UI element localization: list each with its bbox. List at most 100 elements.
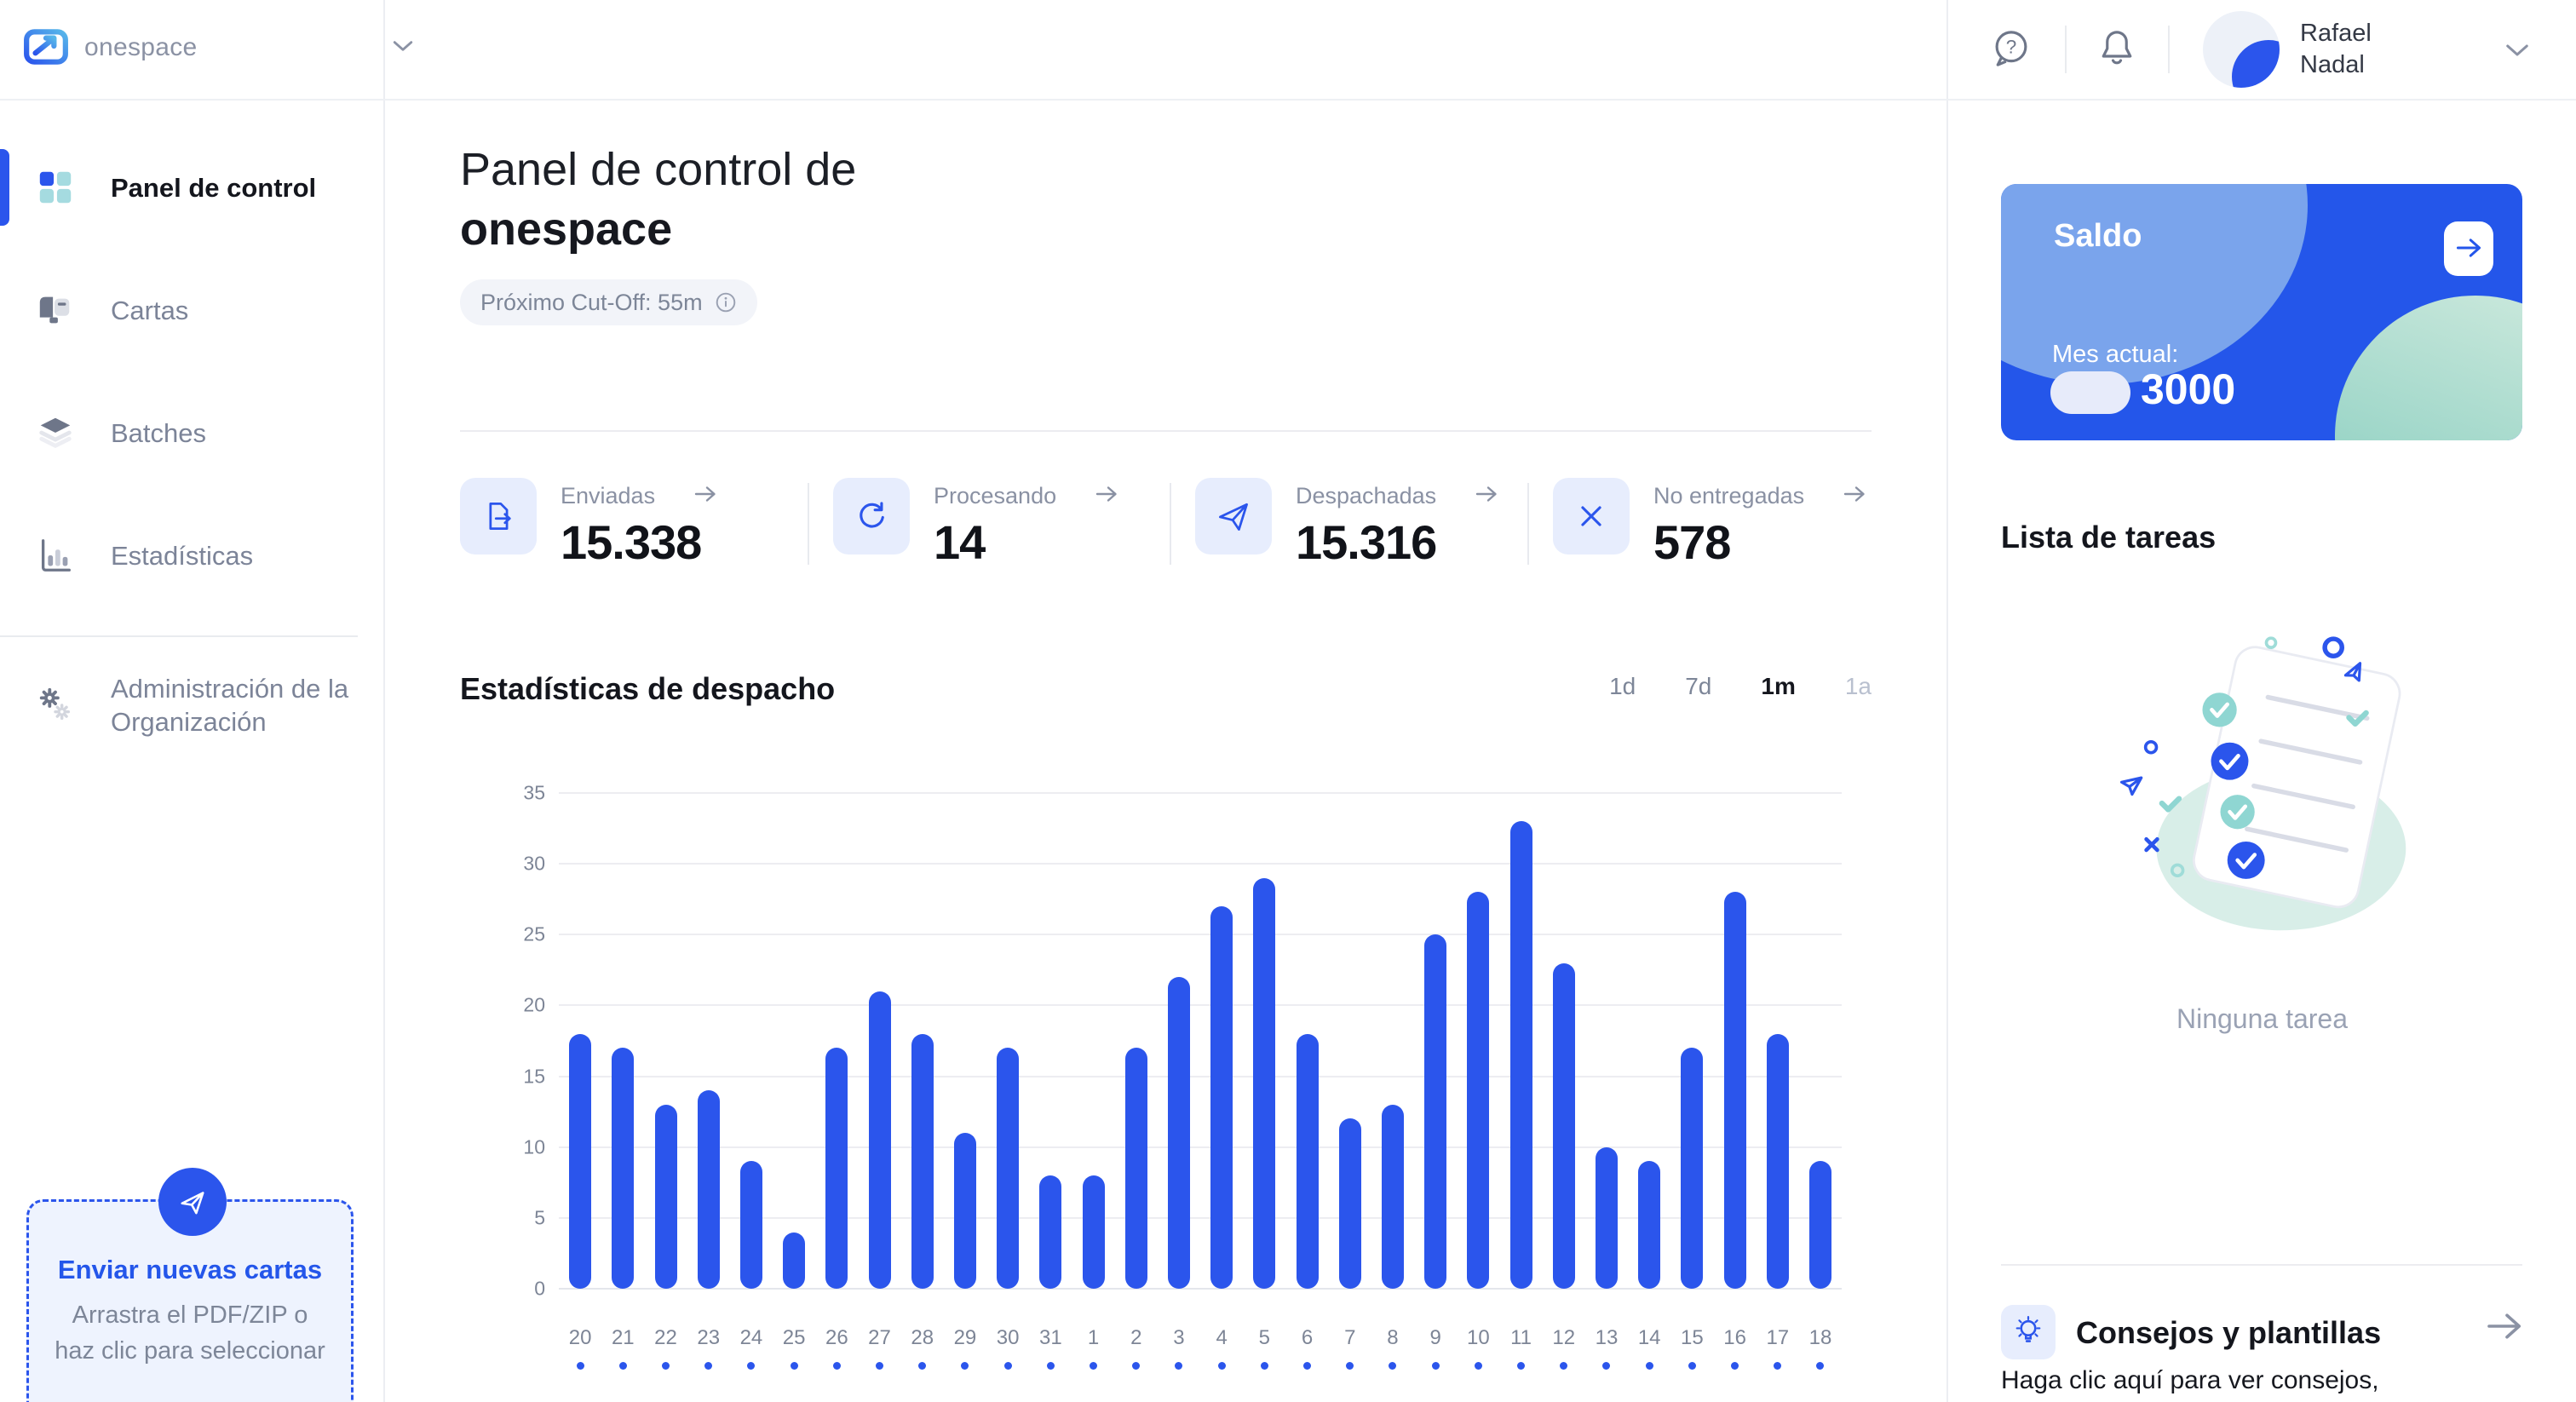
bar-11: [1509, 821, 1532, 1289]
dot-slot: [815, 1362, 858, 1370]
stat-value: 578: [1653, 515, 1731, 569]
topbar-separator: [2168, 26, 2170, 73]
sidebar-item-label: Administración de la Organización: [111, 674, 349, 737]
gridline: [559, 934, 1842, 936]
paper-plane-outline-icon: [1195, 478, 1272, 554]
bar-12: [1552, 962, 1575, 1289]
stat-procesando[interactable]: Procesando 14: [833, 478, 1170, 570]
filter-1a[interactable]: 1a: [1844, 673, 1872, 699]
sidebar-item-administracion[interactable]: Administración de la Organización: [0, 663, 383, 748]
arrow-right-icon: [2455, 237, 2482, 261]
y-tick-label: 35: [523, 781, 545, 804]
avatar[interactable]: [2203, 11, 2280, 88]
dot-slot: [644, 1362, 687, 1370]
arrow-right-icon: [693, 483, 717, 509]
x-tick-label: 2: [1130, 1326, 1142, 1349]
tasks-title: Lista de tareas: [2001, 520, 2217, 554]
sidebar-item-label: Estadísticas: [111, 540, 254, 571]
bar-slot: [1628, 793, 1670, 1289]
brand-logo-icon: [23, 25, 69, 72]
x-axis-dot: [1602, 1362, 1611, 1370]
y-tick-label: 20: [523, 993, 545, 1016]
x-axis-dot: [1816, 1362, 1825, 1370]
sidebar-item-batches[interactable]: Batches: [0, 390, 383, 475]
bar-slot: [773, 793, 815, 1289]
bar-18: [1808, 1161, 1831, 1289]
sidebar-item-estadisticas[interactable]: Estadísticas: [0, 513, 383, 598]
saldo-period-label: Mes actual:: [2052, 341, 2179, 368]
x-tick-label: 17: [1766, 1326, 1790, 1349]
x-axis-dot: [1217, 1362, 1226, 1370]
help-button[interactable]: ?: [1988, 26, 2034, 74]
dot-slot: [1243, 1362, 1285, 1370]
sidebar-nav: Panel de control Cartas Batches Estadística…: [0, 145, 383, 785]
x-tick-label: 21: [611, 1326, 635, 1349]
sidebar-item-cartas[interactable]: Cartas: [0, 267, 383, 353]
x-axis-dot: [576, 1362, 584, 1370]
dot-slot: [1799, 1362, 1842, 1370]
sidebar-item-panel-de-control[interactable]: Panel de control: [0, 145, 383, 230]
stat-label: Enviadas: [561, 483, 656, 509]
bar-slot: [687, 793, 730, 1289]
bar-2: [1124, 1048, 1147, 1289]
user-last-name: Nadal: [2300, 51, 2365, 78]
y-tick-label: 15: [523, 1065, 545, 1088]
filter-7d[interactable]: 7d: [1685, 673, 1712, 699]
filter-1m[interactable]: 1m: [1761, 673, 1796, 699]
cutoff-badge: Próximo Cut-Off: 55m: [460, 279, 757, 325]
bar-26: [825, 1048, 848, 1289]
dot-slot: [1285, 1362, 1328, 1370]
sidebar-item-label: Cartas: [111, 295, 189, 325]
saldo-pill: [2050, 371, 2130, 414]
x-axis-dot: [918, 1362, 927, 1370]
dot-slot: [601, 1362, 644, 1370]
notifications-button[interactable]: [2094, 26, 2140, 74]
user-menu-chevron[interactable]: [2504, 43, 2530, 60]
gridline: [559, 1146, 1842, 1148]
stat-enviadas[interactable]: Enviadas 15.338: [460, 478, 808, 570]
upload-dropzone[interactable]: Enviar nuevas cartas Arrastra el PDF/ZIP…: [26, 1168, 354, 1402]
tips-arrow-button[interactable]: [2487, 1312, 2522, 1343]
x-axis-dot: [1303, 1362, 1312, 1370]
filter-1d[interactable]: 1d: [1609, 673, 1636, 699]
upload-subtitle: Arrastra el PDF/ZIP o haz clic para sele…: [55, 1301, 325, 1365]
bar-slot: [1200, 793, 1243, 1289]
sidebar-divider: [383, 0, 385, 1402]
gears-icon: [36, 686, 75, 725]
x-icon: [1553, 478, 1630, 554]
saldo-value: 3000: [2141, 365, 2236, 413]
bar-5: [1253, 877, 1276, 1289]
dispatch-chart: 0 5 10 15 20 25 30 35 20 21 22 23 24 25 26 27 28 29 30 31 1…: [460, 782, 1874, 1401]
x-tick-label: 14: [1637, 1326, 1661, 1349]
x-axis-dot: [1731, 1362, 1739, 1370]
x-tick-label: 12: [1552, 1326, 1576, 1349]
stats-row: Enviadas 15.338 Procesando 14 Despachadas 15.…: [460, 477, 1874, 571]
user-name: Rafael Nadal: [2300, 18, 2372, 81]
bar-23: [697, 1090, 720, 1289]
stat-despachadas[interactable]: Despachadas 15.316: [1195, 478, 1527, 570]
x-tick-label: 29: [953, 1326, 977, 1349]
bar-slot: [1243, 793, 1285, 1289]
upload-title: Enviar nuevas cartas: [57, 1255, 323, 1284]
stat-no-entregadas[interactable]: No entregadas 578: [1553, 478, 1866, 570]
x-axis-dot: [662, 1362, 670, 1370]
info-icon[interactable]: [715, 291, 737, 313]
x-tick-label: 3: [1173, 1326, 1185, 1349]
bar-slot: [559, 793, 601, 1289]
tips-title[interactable]: Consejos y plantillas: [2076, 1315, 2382, 1350]
x-axis-dot: [1046, 1362, 1055, 1370]
dot-slot: [1371, 1362, 1414, 1370]
bar-14: [1638, 1161, 1661, 1289]
sidebar-item-label: Batches: [111, 417, 207, 448]
x-axis-dot: [961, 1362, 969, 1370]
saldo-action-button[interactable]: [2444, 221, 2493, 276]
bar-22: [654, 1104, 677, 1289]
gridline: [559, 863, 1842, 865]
right-panel-divider: [1946, 0, 1948, 1402]
topbar-divider: [0, 99, 2576, 101]
bar-25: [783, 1232, 806, 1289]
bar-20: [569, 1033, 592, 1289]
dot-slot: [1628, 1362, 1670, 1370]
brand[interactable]: onespace: [23, 15, 414, 80]
arrow-right-icon: [1475, 483, 1498, 509]
